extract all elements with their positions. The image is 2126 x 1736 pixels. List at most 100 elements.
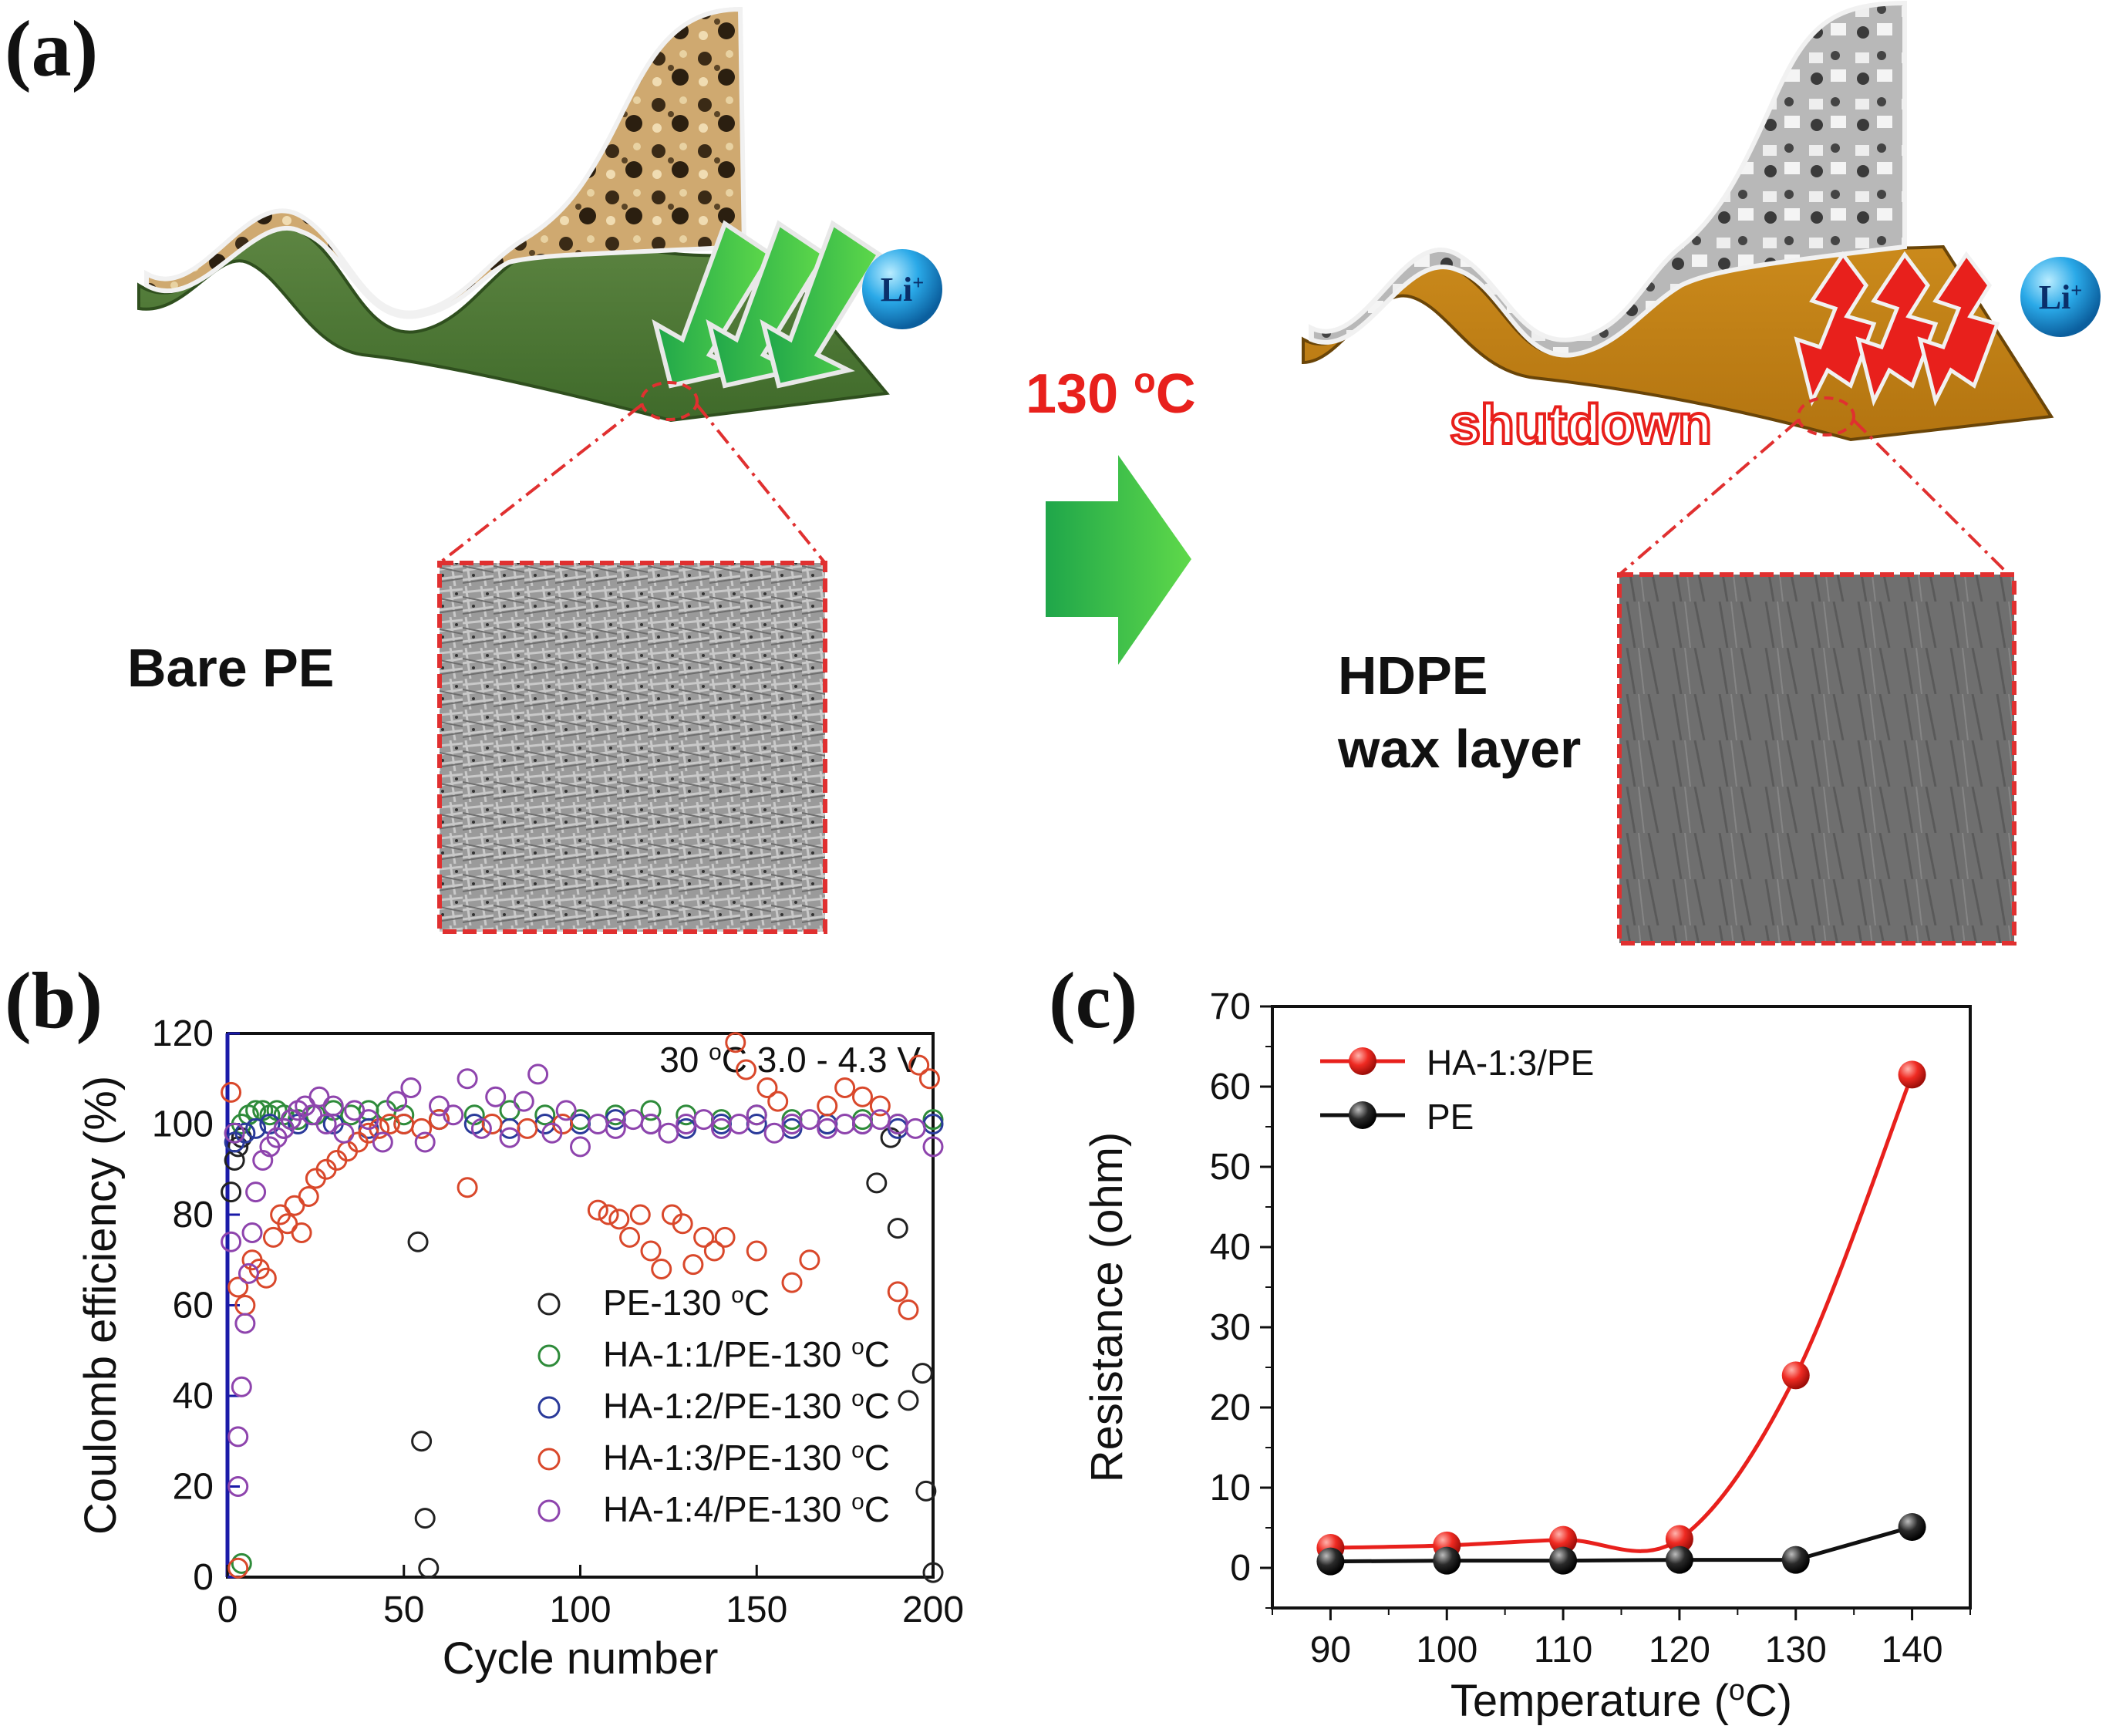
data-point (231, 1376, 252, 1397)
data-point (922, 1562, 944, 1583)
data-point (1665, 1546, 1693, 1574)
y-axis-title: Coulomb efficiency (%) (76, 1076, 126, 1535)
data-point (834, 1114, 856, 1134)
bare-pe-porous-coating (144, 6, 747, 319)
data-point (429, 1109, 450, 1131)
y-tick-label: 0 (1230, 1548, 1251, 1589)
data-point (315, 1114, 337, 1134)
legend-label: HA-1:2/PE-130 oC (603, 1386, 890, 1427)
data-point (333, 1122, 355, 1144)
hdpe-separator-illustration: Li+ shutdown (1302, 0, 2101, 576)
y-tick-label: 20 (1210, 1387, 1251, 1428)
data-point (817, 1095, 838, 1117)
y-tick-label: 100 (152, 1104, 214, 1145)
bare-pe-caption: Bare PE (127, 638, 334, 698)
y-tick-label: 40 (173, 1376, 214, 1417)
data-point (781, 1114, 803, 1134)
legend-marker (537, 1293, 561, 1316)
chart-coulomb-efficiency: 0 50 100 150 200 0 20 40 60 80 100 120 Cycle number C… (76, 1013, 964, 1684)
panel-c: (c) 90 100 110 120 130 140 0 10 20 30 40 50 60 70 Temp… (1049, 956, 1972, 1726)
data-point (481, 1114, 503, 1134)
zoom-lines-left (438, 403, 827, 565)
data-point (725, 1032, 746, 1053)
data-point (231, 1552, 252, 1574)
data-point (241, 1222, 263, 1243)
data-point (499, 1100, 521, 1121)
data-point (746, 1104, 767, 1126)
data-point (407, 1231, 429, 1252)
data-point (245, 1181, 267, 1203)
data-point (1898, 1512, 1926, 1541)
data-point (541, 1122, 563, 1144)
data-point (227, 1276, 249, 1298)
data-point (767, 1090, 789, 1112)
data-point (358, 1109, 379, 1131)
legend-marker (537, 1448, 561, 1471)
data-point (799, 1109, 820, 1131)
data-point (658, 1122, 679, 1144)
series-3 (221, 1032, 940, 1579)
legend-marker (537, 1499, 561, 1522)
zoom-marker-right (1797, 396, 1855, 437)
data-point (587, 1199, 608, 1221)
y-tick-label: 80 (173, 1195, 214, 1235)
data-point (866, 1172, 888, 1194)
y-tick-label: 60 (173, 1286, 214, 1326)
data-point (379, 1114, 400, 1134)
data-point (386, 1090, 408, 1112)
data-point (834, 1077, 856, 1098)
data-point (527, 1064, 549, 1085)
x-tick-label: 130 (1765, 1630, 1827, 1670)
data-point (234, 1122, 256, 1144)
data-point (640, 1240, 662, 1262)
y-tick-label: 70 (1210, 986, 1251, 1027)
data-point (869, 1095, 891, 1117)
x-tick-label: 0 (217, 1589, 238, 1630)
data-point (457, 1177, 478, 1198)
transition-arrow (1046, 455, 1191, 665)
data-point (414, 1131, 436, 1153)
data-point (682, 1254, 704, 1276)
data-point (711, 1114, 732, 1134)
li-ion-label-right: Li+ (2039, 278, 2083, 316)
data-point (221, 1231, 242, 1252)
data-point (746, 1240, 767, 1262)
blocked-ion-arrows-red (1794, 251, 2000, 407)
chart-resistance-vs-temperature: 90 100 110 120 130 140 0 10 20 30 40 50 60 70 Temperat… (1082, 986, 1972, 1726)
zoom-marker-left (640, 381, 699, 421)
data-point (672, 1213, 693, 1235)
data-point (570, 1114, 591, 1134)
data-point (485, 1086, 507, 1107)
y-tick-label: 50 (1210, 1147, 1251, 1188)
data-point (676, 1117, 697, 1139)
data-point (763, 1122, 785, 1144)
series-line (1330, 1074, 1914, 1553)
data-point (344, 1100, 366, 1121)
data-point (703, 1240, 725, 1262)
data-point (372, 1131, 393, 1153)
legend-label: HA-1:3/PE-130 oC (603, 1438, 890, 1478)
data-point (608, 1208, 630, 1230)
data-point (898, 1390, 919, 1411)
data-point (651, 1259, 672, 1279)
x-tick-label: 50 (383, 1589, 424, 1630)
legend-c: HA-1:3/PE PE (1320, 1043, 1594, 1137)
red-arrow-1 (1794, 251, 1877, 407)
data-point (1898, 1060, 1926, 1089)
y-tick-label: 60 (1210, 1067, 1251, 1107)
data-point (817, 1117, 838, 1139)
y-tick-label: 40 (1210, 1227, 1251, 1268)
data-point (693, 1109, 715, 1131)
data-point (922, 1136, 944, 1158)
data-point (291, 1222, 312, 1243)
data-point (852, 1086, 873, 1107)
data-point (234, 1313, 256, 1334)
x-tick-label: 110 (1534, 1630, 1593, 1670)
panel-b: (b) 0 50 100 150 200 0 20 40 60 80 100 120 Cycle num… (5, 956, 964, 1684)
data-point (799, 1249, 820, 1271)
legend-b: PE-130 oC HA-1:1/PE-130 oC HA-1:2/PE-130 o… (537, 1283, 890, 1529)
data-point (905, 1117, 926, 1139)
data-point (429, 1095, 450, 1117)
legend-marker (537, 1344, 561, 1367)
ion-flow-arrows-green (652, 220, 883, 389)
